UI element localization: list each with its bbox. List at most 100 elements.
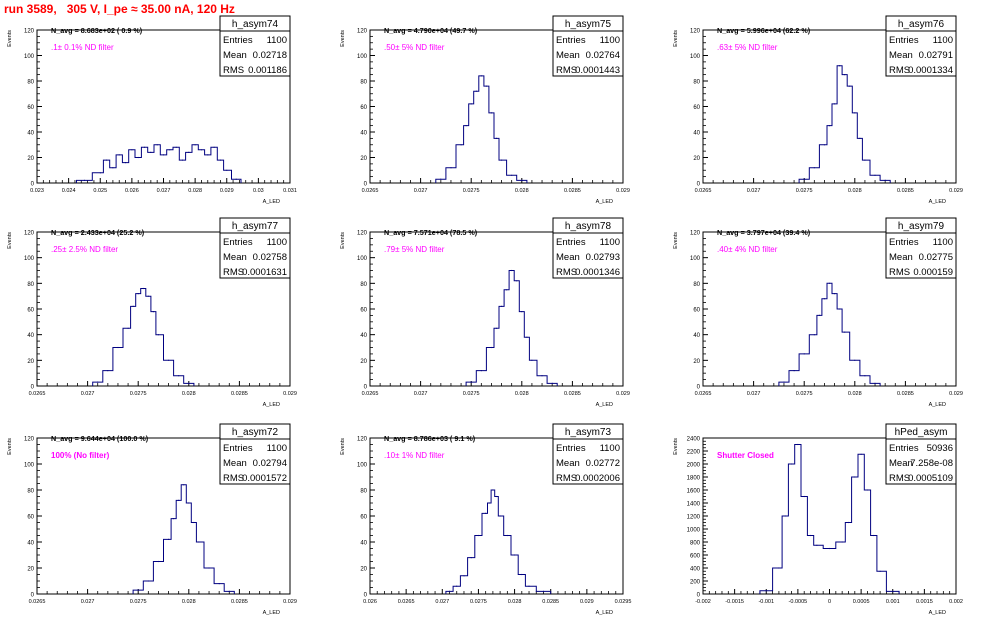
- histogram-bin: [477, 534, 479, 537]
- histogram-bin: [178, 375, 180, 377]
- histogram-outline: [92, 288, 195, 386]
- stats-title: h_asym78: [565, 221, 612, 232]
- x-tick-label: 0.0265: [362, 188, 379, 194]
- histogram-bin: [531, 359, 533, 361]
- stats-box: [552, 15, 624, 77]
- filter-annotation: .79± 5% ND filter: [384, 245, 445, 254]
- y-tick-label: 60: [360, 105, 367, 111]
- x-tick-label: 0.0275: [130, 391, 147, 397]
- histogram-bin: [168, 538, 170, 541]
- stats-value-mean: 0.02764: [586, 50, 620, 61]
- n-avg-label: N_avg = 7.571e+04 (78.5 %): [384, 228, 478, 237]
- y-tick-label: 20: [360, 359, 367, 365]
- stats-value-mean: 0.02794: [253, 458, 287, 469]
- stats-label-rms: RMS: [889, 473, 910, 484]
- x-tick-label: 0.027: [414, 188, 428, 194]
- histogram-bin: [778, 567, 780, 569]
- y-tick-label: 100: [690, 54, 701, 60]
- histogram-bin: [511, 269, 513, 272]
- histogram-bin: [142, 287, 144, 290]
- histogram-bin: [465, 125, 467, 127]
- y-tick-label: 1400: [687, 502, 701, 508]
- histogram-bin: [480, 370, 482, 372]
- histogram-bin: [492, 489, 494, 491]
- stats-label-entries: Entries: [223, 237, 253, 248]
- histogram-bin: [463, 575, 465, 577]
- stats-label-entries: Entries: [223, 35, 253, 46]
- histogram-bin: [828, 547, 831, 550]
- histogram-bin: [156, 144, 158, 146]
- n-avg-label: N_avg = 8.786e+03 ( 9.1 %): [384, 434, 476, 443]
- y-tick-label: 120: [357, 231, 368, 237]
- x-tick-label: 0.026: [125, 188, 139, 194]
- histogram-bin: [844, 74, 846, 76]
- histogram-bin: [162, 154, 165, 156]
- histogram-bin: [816, 544, 818, 546]
- y-tick-label: 200: [690, 580, 701, 586]
- x-tick-label: 0.028: [515, 391, 529, 397]
- stats-label-mean: Mean: [889, 458, 913, 469]
- histogram-bin: [131, 149, 133, 151]
- histogram-bin: [859, 137, 861, 139]
- stats-label-mean: Mean: [556, 50, 580, 61]
- stats-label-entries: Entries: [556, 35, 586, 46]
- histogram-bin: [521, 179, 523, 181]
- x-tick-label: 0.0295: [615, 599, 632, 605]
- x-tick-label: 0.028: [182, 599, 196, 605]
- y-axis-label: Events: [340, 30, 346, 47]
- stats-title: h_asym77: [232, 221, 279, 232]
- histogram-bin: [809, 534, 812, 537]
- histogram-bin: [495, 137, 498, 139]
- histogram-bin: [470, 103, 472, 105]
- histogram-bin: [460, 144, 462, 146]
- filter-annotation: .10± 1% ND filter: [384, 451, 445, 460]
- stats-value-mean: 0.02758: [253, 252, 287, 263]
- histogram-bin: [854, 359, 856, 361]
- x-tick-label: 0.026: [363, 599, 377, 605]
- stats-value-rms: 0.000159: [913, 267, 953, 278]
- n-avg-label: N_avg = 8.683e+02 ( 0.9 %): [51, 26, 143, 35]
- y-tick-label: 60: [27, 515, 34, 521]
- x-tick-label: 0: [828, 599, 831, 605]
- histogram-bin: [106, 159, 108, 161]
- histogram-bin: [521, 573, 523, 576]
- x-tick-label: 0.028: [182, 391, 196, 397]
- x-tick-label: 0.027: [81, 391, 95, 397]
- histogram-bin: [228, 590, 230, 593]
- stats-label-entries: Entries: [223, 443, 253, 454]
- x-tick-label: 0.0265: [29, 391, 46, 397]
- x-tick-label: 0.0285: [564, 188, 581, 194]
- y-tick-label: 40: [27, 131, 34, 137]
- x-tick-label: -0.001: [758, 599, 774, 605]
- stats-label-entries: Entries: [556, 237, 586, 248]
- histogram-bin: [506, 289, 508, 291]
- stats-box: [219, 217, 291, 279]
- histogram-bin: [818, 314, 821, 316]
- histogram-bin: [864, 375, 866, 377]
- y-tick-label: 100: [24, 54, 35, 60]
- histogram-outline: [435, 75, 528, 183]
- histogram-bin: [188, 502, 190, 504]
- x-tick-label: 0.025: [93, 188, 107, 194]
- x-tick-label: 0.0285: [564, 391, 581, 397]
- histogram-bin: [521, 311, 523, 313]
- y-tick-label: 20: [27, 359, 34, 365]
- y-tick-label: 800: [690, 541, 701, 547]
- histogram-bin: [495, 495, 498, 498]
- histogram-bin: [175, 146, 177, 148]
- x-tick-label: -0.0015: [725, 599, 744, 605]
- x-tick-label: 0.028: [508, 599, 522, 605]
- histogram-bin: [219, 159, 221, 161]
- x-tick-label: -0.0005: [789, 599, 808, 605]
- histogram-bin: [107, 370, 109, 372]
- histogram-bin: [488, 502, 490, 504]
- y-tick-label: 20: [27, 567, 34, 573]
- histogram-bin: [143, 146, 146, 148]
- x-tick-label: 0.031: [283, 188, 297, 194]
- stats-label-mean: Mean: [556, 458, 580, 469]
- y-axis-label: Events: [340, 232, 346, 249]
- y-tick-label: 40: [27, 541, 34, 547]
- y-tick-label: 20: [27, 156, 34, 162]
- histogram-bin: [847, 521, 850, 524]
- histogram-bin: [874, 382, 876, 384]
